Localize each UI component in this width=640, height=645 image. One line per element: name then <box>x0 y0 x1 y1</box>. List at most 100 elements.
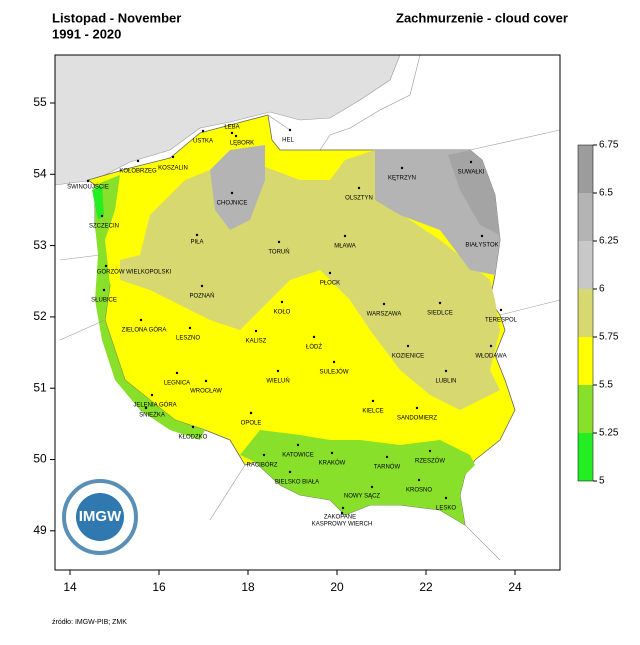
city-dot <box>328 271 332 275</box>
city-label: WŁODAWA <box>475 354 506 360</box>
title: Listopad - November <box>52 10 181 25</box>
city-dot <box>249 411 253 415</box>
city-label: NOWY SĄCZ <box>344 494 381 500</box>
legend-band <box>578 193 593 241</box>
city-dot <box>277 240 281 244</box>
period: 1991 - 2020 <box>52 26 121 41</box>
frame <box>54 54 561 571</box>
city-label: KOŁOBRZEG <box>119 169 157 175</box>
city-dot <box>469 160 473 164</box>
city-dot <box>444 369 448 373</box>
city-label: SZCZECIN <box>89 224 119 230</box>
legend-band <box>578 241 593 289</box>
logo-text: IMGW <box>79 508 122 525</box>
city-label: ŚNIEŻKA <box>139 411 165 419</box>
city-dot <box>188 326 192 330</box>
city-dot <box>280 300 284 304</box>
legend-label: 5.25 <box>599 428 619 439</box>
city-dot <box>438 301 442 305</box>
city-label: WIELUŃ <box>266 378 289 385</box>
city-dot <box>371 399 375 403</box>
legend-label: 6.75 <box>599 140 619 151</box>
city-dot <box>417 478 421 482</box>
city-dot <box>262 453 266 457</box>
city-dot <box>139 318 143 322</box>
city-dot <box>175 371 179 375</box>
city-label: TORUŃ <box>268 249 289 256</box>
y-tick-label: 50 <box>33 452 47 466</box>
city-label: SŁUBICE <box>91 298 117 304</box>
legend-frame <box>577 144 594 482</box>
map-frame: IMGW <box>55 55 560 570</box>
city-dot <box>102 288 106 292</box>
city-dot <box>100 214 104 218</box>
city-label: RZESZÓW <box>415 458 445 465</box>
city-label: PIŁA <box>190 240 203 246</box>
city-label: JELENIA GÓRA <box>133 402 176 409</box>
city-dot <box>191 425 195 429</box>
city-label: WROCŁAW <box>190 389 222 395</box>
source: źródło: IMGW-PIB; ZMK <box>52 619 127 626</box>
legend-label: 6.25 <box>599 236 619 247</box>
city-dot <box>104 264 108 268</box>
city-label: KŁODZKO <box>179 435 208 441</box>
city-label: KROSNO <box>406 488 432 494</box>
city-label: KATOWICE <box>282 453 313 459</box>
city-dot <box>150 393 154 397</box>
x-tick-label: 22 <box>419 580 433 594</box>
city-dot <box>341 506 345 510</box>
city-label: SIEDLCE <box>427 311 453 317</box>
city-dot <box>288 470 292 474</box>
city-dot <box>254 329 258 333</box>
legend-band <box>578 145 593 193</box>
city-label: OLSZTYN <box>345 196 373 202</box>
city-dot <box>428 449 432 453</box>
legend-band <box>578 433 593 481</box>
map-layer: 14 16 18 20 22 244950515253545555.255.55.7566… <box>33 95 619 594</box>
city-label: LUBLIN <box>435 379 456 385</box>
legend-band <box>578 337 593 385</box>
city-label: GORZÓW WIELKOPOLSKI <box>97 269 172 276</box>
y-tick-label: 55 <box>33 95 47 109</box>
variable: Zachmurzenie - cloud cover <box>396 10 568 25</box>
city-label: BIAŁYSTOK <box>465 243 498 249</box>
legend-label: 5.75 <box>599 332 619 343</box>
x-tick-label: 20 <box>330 580 344 594</box>
city-dot <box>195 233 199 237</box>
city-dot <box>136 159 140 163</box>
city-dot <box>400 166 404 170</box>
city-dot <box>200 284 204 288</box>
city-label: ZIELONA GÓRA <box>122 327 167 334</box>
legend-label: 6.5 <box>599 188 613 199</box>
city-dot <box>230 191 234 195</box>
legend-band <box>578 289 593 337</box>
city-label: SULEJÓW <box>319 369 348 376</box>
city-label: LESZNO <box>176 336 200 342</box>
city-label: LESKO <box>436 506 456 512</box>
city-dot <box>330 451 334 455</box>
city-dot <box>201 129 205 133</box>
city-label: KASPROWY WIERCH <box>312 522 373 528</box>
city-label: TARNÓW <box>374 464 401 471</box>
city-dot <box>230 131 234 135</box>
city-dot <box>385 455 389 459</box>
city-dot <box>382 302 386 306</box>
city-label: ŚWINOUJŚCIE <box>67 183 109 191</box>
x-tick-label: 16 <box>152 580 166 594</box>
city-dot <box>499 308 503 312</box>
city-dot <box>234 134 238 138</box>
city-dot <box>288 128 292 132</box>
city-label: KOZIENICE <box>392 354 424 360</box>
city-dot <box>332 360 336 364</box>
x-tick-label: 14 <box>63 580 77 594</box>
city-label: TERESPOL <box>485 318 518 324</box>
city-dot <box>340 511 344 515</box>
city-label: RACIBÓRZ <box>246 462 277 469</box>
city-label: KĘTRZYN <box>388 176 416 182</box>
city-label: KIELCE <box>362 409 383 415</box>
city-dot <box>444 496 448 500</box>
city-label: PŁOCK <box>320 281 340 287</box>
y-tick-label: 51 <box>33 380 47 394</box>
city-label: POZNAŃ <box>189 293 214 300</box>
city-label: LEGNICA <box>164 381 190 387</box>
